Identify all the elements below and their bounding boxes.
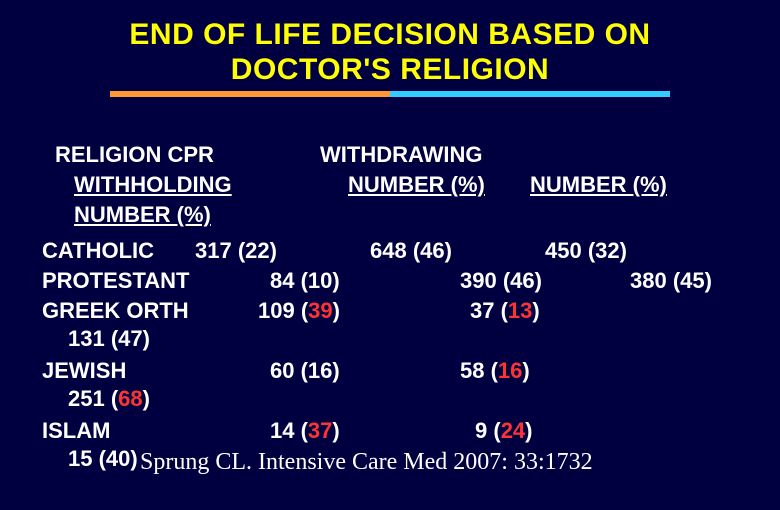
row-catholic: CATHOLIC 317 (22) 648 (46) 450 (32) xyxy=(40,236,752,266)
protestant-withdrawing: 390 (46) xyxy=(460,266,542,296)
catholic-withdrawing: 648 (46) xyxy=(370,236,452,266)
label-greek: GREEK ORTH xyxy=(42,296,189,326)
islam-withdrawing: 9 (24) xyxy=(475,416,533,446)
title-line-1: END OF LIFE DECISION BASED ON xyxy=(129,18,650,51)
row-greek-orth: GREEK ORTH 109 (39) 37 (13) 131 (47) xyxy=(40,296,752,356)
label-jewish: JEWISH xyxy=(42,356,126,386)
greek-withdrawing: 37 (13) xyxy=(470,296,540,326)
hdr-number-pct-1: NUMBER (%) xyxy=(348,170,485,200)
jewish-withdrawing: 58 (16) xyxy=(460,356,530,386)
hdr-withdrawing: WITHDRAWING xyxy=(320,140,483,170)
hdr-number-pct-2: NUMBER (%) xyxy=(530,170,667,200)
jewish-col3: 251 (68) xyxy=(68,384,150,414)
protestant-cpr: 84 (10) xyxy=(270,266,340,296)
label-catholic: CATHOLIC xyxy=(42,236,154,266)
label-protestant: PROTESTANT xyxy=(42,266,189,296)
slide-root: { "title": { "line1": "END OF LIFE DECIS… xyxy=(0,0,780,510)
greek-cpr: 109 (39) xyxy=(258,296,340,326)
islam-cpr: 14 (37) xyxy=(270,416,340,446)
title-underline xyxy=(110,91,670,97)
greek-col3: 131 (47) xyxy=(68,324,150,354)
row-jewish: JEWISH 60 (16) 58 (16) 251 (68) xyxy=(40,356,752,416)
slide-body: RELIGION CPR WITHHOLDINGNUMBER (%) WITHD… xyxy=(40,140,752,476)
row-protestant: PROTESTANT 84 (10) 390 (46) 380 (45) xyxy=(40,266,752,296)
hdr-withholding: WITHHOLDINGNUMBER (%) xyxy=(74,170,232,229)
jewish-cpr: 60 (16) xyxy=(270,356,340,386)
label-islam: ISLAM xyxy=(42,416,110,446)
row-islam: ISLAM 14 (37) 9 (24) 15 (40) Sprung CL. … xyxy=(40,416,752,476)
catholic-cpr: 317 (22) xyxy=(195,236,277,266)
catholic-col3: 450 (32) xyxy=(545,236,627,266)
title-line-2: DOCTOR'S RELIGION xyxy=(231,53,549,86)
table-header: RELIGION CPR WITHHOLDINGNUMBER (%) WITHD… xyxy=(40,140,752,232)
islam-col3: 15 (40) xyxy=(68,444,138,474)
slide-title: END OF LIFE DECISION BASED ON DOCTOR'S R… xyxy=(0,0,780,103)
citation-text: Sprung CL. Intensive Care Med 2007: 33:1… xyxy=(140,446,593,478)
hdr-religion-cpr: RELIGION CPR xyxy=(55,140,214,170)
protestant-col3: 380 (45) xyxy=(630,266,712,296)
